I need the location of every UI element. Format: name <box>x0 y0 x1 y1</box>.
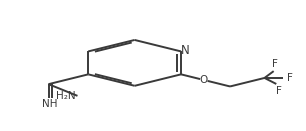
Text: H₂N: H₂N <box>56 91 76 101</box>
Text: O: O <box>200 75 208 85</box>
Text: NH: NH <box>42 99 57 109</box>
Text: F: F <box>287 73 293 83</box>
Text: N: N <box>181 44 189 57</box>
Text: F: F <box>276 86 282 96</box>
Text: F: F <box>272 59 278 69</box>
